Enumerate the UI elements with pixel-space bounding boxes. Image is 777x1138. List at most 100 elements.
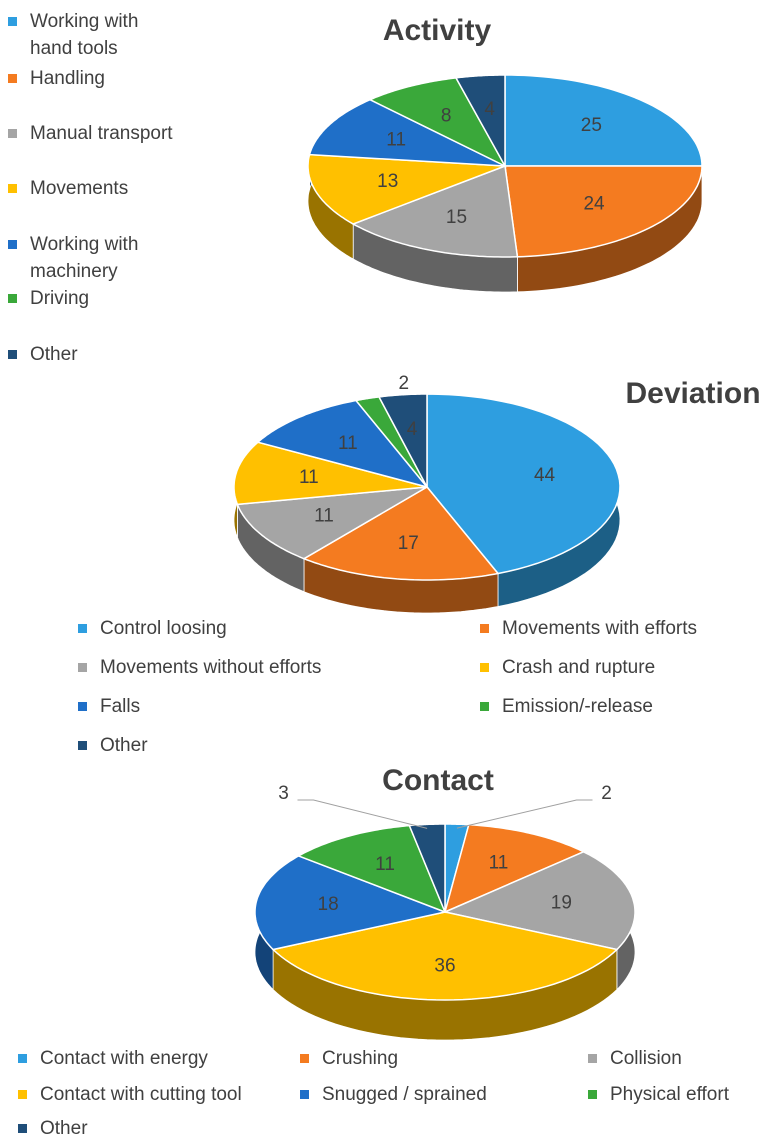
- data-label: 25: [581, 115, 602, 136]
- slice: [368, 77, 507, 168]
- data-label: 13: [377, 171, 398, 192]
- data-label: 11: [386, 129, 406, 150]
- slice: [504, 74, 703, 167]
- legend-item: Working with machinery: [8, 231, 158, 287]
- legend-swatch: [8, 184, 17, 193]
- legend-swatch: [480, 663, 489, 672]
- data-label: 11: [314, 505, 334, 526]
- legend-item: Physical effort: [588, 1081, 773, 1137]
- legend-label: Manual transport: [30, 123, 173, 144]
- data-label: 19: [551, 892, 572, 913]
- legend-item: Movements: [8, 175, 258, 231]
- pie-chart: Activity 25 24 15 13 11 8 4: [307, 14, 703, 293]
- data-label: 11: [299, 467, 319, 488]
- legend-swatch: [300, 1054, 309, 1063]
- data-label: 11: [489, 852, 509, 873]
- chart-title: Contact: [382, 764, 494, 797]
- data-label: 18: [318, 894, 339, 915]
- slice: [233, 441, 428, 506]
- legend-label: Movements without efforts: [100, 657, 322, 678]
- legend-label: Emission/-release: [502, 696, 653, 717]
- legend-item: Manual transport: [8, 120, 258, 176]
- data-label: 17: [398, 533, 419, 554]
- legend-item: Snugged / sprained: [300, 1081, 570, 1137]
- slice: [504, 165, 703, 258]
- legend-swatch: [78, 702, 87, 711]
- slice: [443, 823, 586, 914]
- legend-label: Other: [30, 344, 78, 365]
- pie-chart: Contact 2 11 19 36 18 11 3: [254, 764, 636, 1041]
- legend-label: Handling: [30, 68, 105, 89]
- legend-swatch: [8, 294, 17, 303]
- data-label: 8: [441, 106, 452, 127]
- data-label: 11: [338, 433, 358, 454]
- legend-swatch: [78, 741, 87, 750]
- legend-label: Control loosing: [100, 618, 227, 639]
- data-label: 11: [375, 854, 395, 875]
- legend-item: Crash and rupture: [480, 654, 770, 710]
- legend-swatch: [8, 17, 17, 26]
- data-label: 2: [399, 373, 410, 394]
- data-label: 4: [407, 419, 418, 440]
- legend-item: Crushing: [300, 1045, 570, 1101]
- legend-item: Other: [8, 341, 258, 397]
- legend-item: Movements without efforts: [78, 654, 458, 710]
- data-label: 24: [583, 194, 605, 215]
- legend-label: Falls: [100, 696, 141, 717]
- legend-item: Driving: [8, 285, 258, 341]
- data-label: 44: [534, 465, 556, 486]
- chart-title: Activity: [383, 14, 492, 47]
- slice: [454, 74, 506, 169]
- legend-item: Movements with efforts: [480, 615, 770, 671]
- slice: [254, 855, 448, 951]
- legend-item: Handling: [8, 65, 208, 121]
- legend-swatch: [18, 1124, 27, 1133]
- legend-swatch: [18, 1054, 27, 1063]
- legend-label: Other: [100, 735, 148, 756]
- legend-label: Driving: [30, 288, 90, 309]
- legend-label: Crushing: [322, 1048, 399, 1069]
- legend-swatch: [78, 624, 87, 633]
- legend-swatch: [8, 74, 17, 83]
- legend-swatch: [300, 1090, 309, 1099]
- legend-item: Working with hand tools: [8, 8, 158, 64]
- data-label: 15: [446, 207, 467, 228]
- slice: [271, 911, 619, 1001]
- legend-item: Falls: [78, 693, 458, 749]
- legend-item: Contact with energy: [18, 1045, 288, 1101]
- slice: [442, 850, 636, 951]
- data-label: 4: [484, 99, 495, 120]
- slice: [256, 399, 430, 489]
- legend-label: Contact with energy: [40, 1048, 208, 1069]
- legend-swatch: [480, 624, 489, 633]
- chart-title: Deviation: [625, 377, 760, 410]
- leader-line: [456, 799, 593, 829]
- legend-label: Movements: [30, 178, 129, 199]
- legend-label: Movements with efforts: [502, 618, 698, 639]
- slice: [308, 98, 506, 167]
- legend-label: Crash and rupture: [502, 657, 656, 678]
- legend-swatch: [8, 350, 17, 359]
- leader-line: [297, 799, 428, 829]
- slice: [426, 393, 621, 575]
- legend-label: Physical effort: [610, 1084, 729, 1105]
- legend-item: Collision: [588, 1045, 773, 1101]
- legend-swatch: [588, 1054, 597, 1063]
- data-label: 36: [434, 956, 455, 977]
- legend-swatch: [480, 702, 489, 711]
- data-label: 3: [278, 783, 289, 804]
- legend-label: Collision: [610, 1048, 682, 1069]
- slice: [296, 824, 447, 914]
- legend-item: Other: [78, 732, 458, 788]
- legend-item: Contact with cutting tool: [18, 1081, 303, 1137]
- legend-swatch: [78, 663, 87, 672]
- legend-swatch: [588, 1090, 597, 1099]
- legend-label: Contact with cutting tool: [40, 1084, 242, 1105]
- legend-swatch: [18, 1090, 27, 1099]
- legend-label: Working with machinery: [30, 234, 139, 282]
- legend-swatch: [8, 240, 17, 249]
- slice: [354, 396, 428, 488]
- legend-label: Other: [40, 1118, 88, 1138]
